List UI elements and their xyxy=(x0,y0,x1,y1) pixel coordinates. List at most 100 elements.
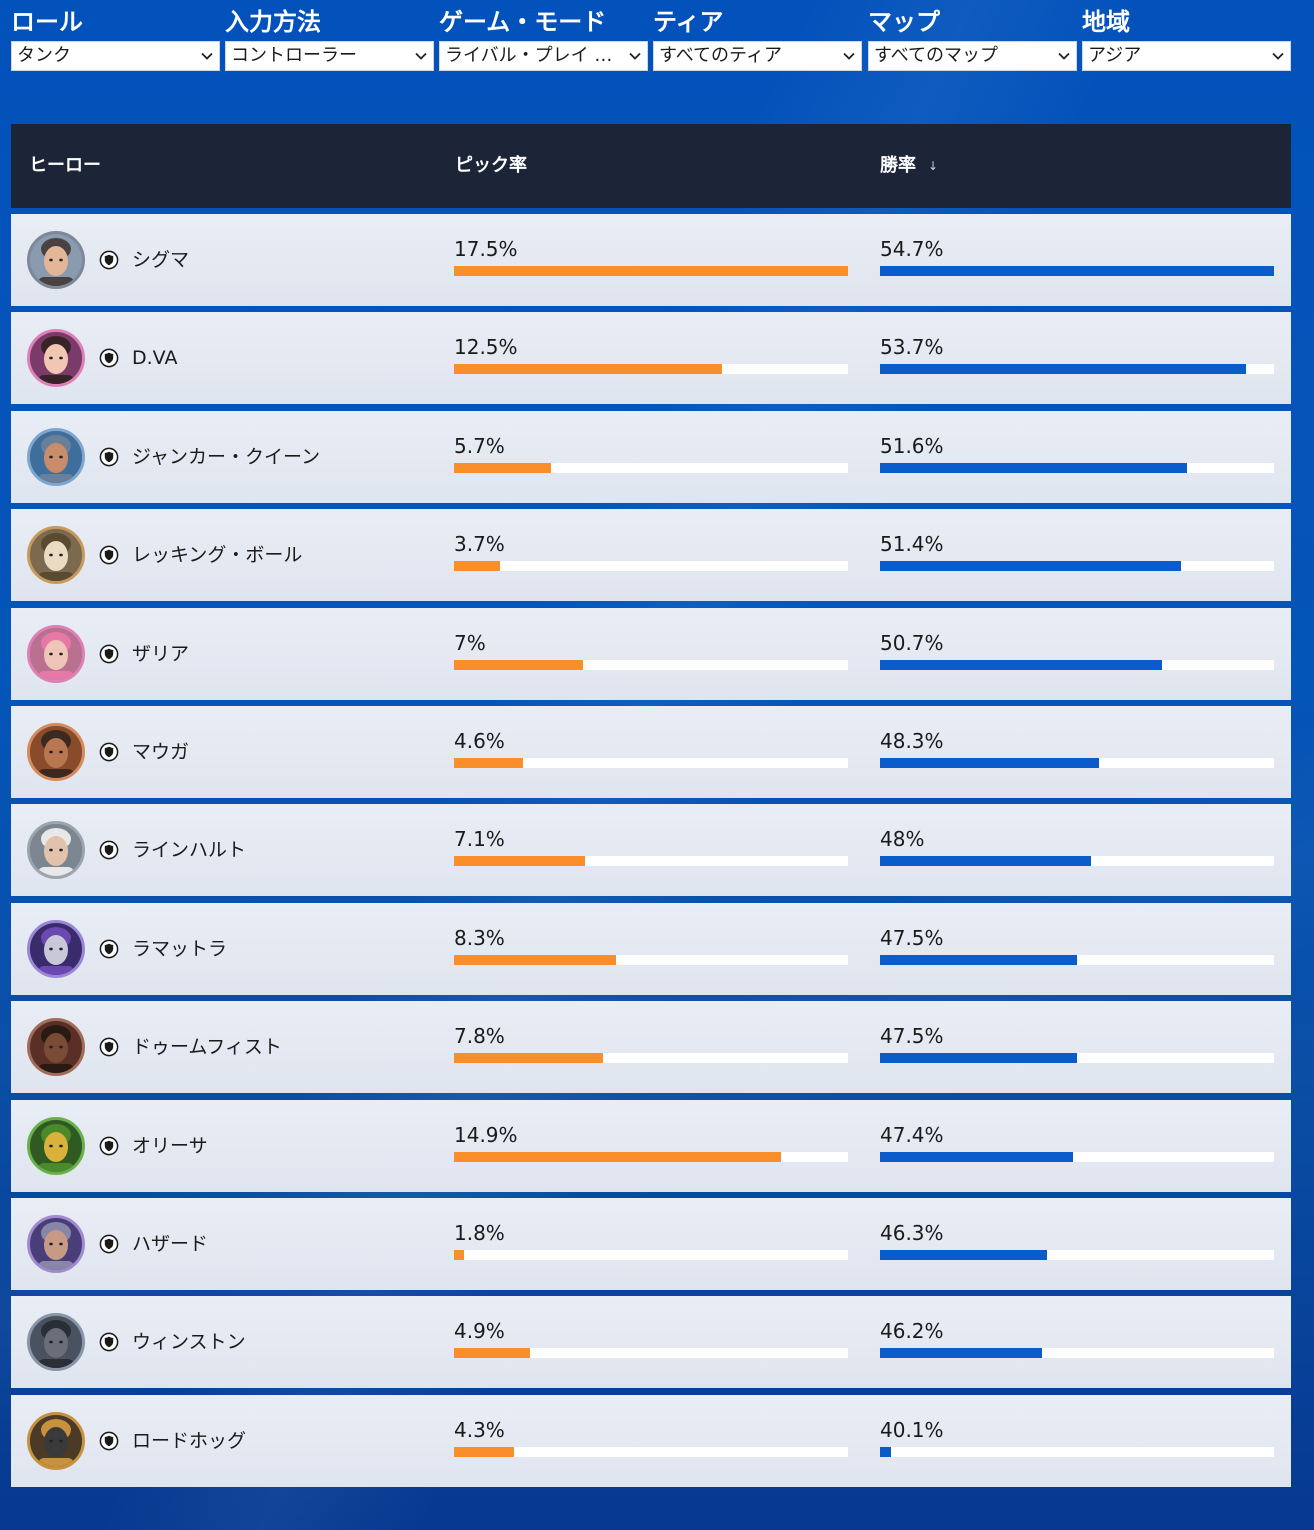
input-method-select[interactable]: コントローラー xyxy=(225,41,434,71)
win-rate-value: 46.3% xyxy=(880,1221,944,1245)
win-rate-bar xyxy=(880,561,1181,571)
table-row[interactable]: D.VA 12.5% 53.7% xyxy=(11,312,1291,404)
hero-portrait-image xyxy=(30,1415,82,1467)
pick-rate-bar-track xyxy=(454,1053,848,1063)
pick-rate-bar-track xyxy=(454,1348,848,1358)
win-rate-value: 51.6% xyxy=(880,434,944,458)
game-mode-select[interactable]: ライバル・プレイ … xyxy=(439,41,648,71)
win-rate-cell: 53.7% xyxy=(880,334,1274,374)
pick-rate-bar xyxy=(454,561,500,571)
hero-name: シグマ xyxy=(132,249,190,271)
pick-rate-cell: 1.8% xyxy=(454,1220,848,1260)
table-header: ヒーロー ピック率 勝率 ↓ xyxy=(11,124,1291,208)
table-row[interactable]: オリーサ 14.9% 47.4% xyxy=(11,1100,1291,1192)
win-rate-bar xyxy=(880,463,1187,473)
pick-rate-bar-track xyxy=(454,660,848,670)
pick-rate-value: 5.7% xyxy=(454,434,505,458)
sort-descending-icon: ↓ xyxy=(928,159,939,173)
win-rate-cell: 40.1% xyxy=(880,1417,1274,1457)
pick-rate-bar xyxy=(454,1250,464,1260)
role-select[interactable]: タンク xyxy=(11,41,220,71)
table-row[interactable]: ハザード 1.8% 46.3% xyxy=(11,1198,1291,1290)
table-row[interactable]: レッキング・ボール 3.7% 51.4% xyxy=(11,509,1291,601)
input-method-select-value: コントローラー xyxy=(231,45,357,66)
hero-portrait-image xyxy=(30,726,82,778)
hero-name: ラマットラ xyxy=(132,938,228,960)
hero-name: ザリア xyxy=(132,643,190,665)
table-row[interactable]: マウガ 4.6% 48.3% xyxy=(11,706,1291,798)
column-header-pick-rate[interactable]: ピック率 xyxy=(455,155,527,176)
pick-rate-bar xyxy=(454,1447,514,1457)
hero-name: マウガ xyxy=(132,741,190,763)
table-row[interactable]: ラマットラ 8.3% 47.5% xyxy=(11,903,1291,995)
pick-rate-cell: 7.1% xyxy=(454,826,848,866)
tank-role-icon xyxy=(99,1332,119,1352)
pick-rate-value: 17.5% xyxy=(454,237,518,261)
win-rate-cell: 48% xyxy=(880,826,1274,866)
pick-rate-value: 1.8% xyxy=(454,1221,505,1245)
filter-input-label: 入力方法 xyxy=(225,8,321,36)
pick-rate-value: 7.8% xyxy=(454,1024,505,1048)
pick-rate-value: 3.7% xyxy=(454,532,505,556)
win-rate-cell: 46.3% xyxy=(880,1220,1274,1260)
table-row[interactable]: ラインハルト 7.1% 48% xyxy=(11,804,1291,896)
win-rate-bar-track xyxy=(880,1152,1274,1162)
hero-name: ドゥームフィスト xyxy=(132,1036,282,1058)
tank-role-icon xyxy=(99,1136,119,1156)
tank-role-icon xyxy=(99,1431,119,1451)
column-header-hero[interactable]: ヒーロー xyxy=(29,155,101,176)
table-row[interactable]: ロードホッグ 4.3% 40.1% xyxy=(11,1395,1291,1487)
win-rate-bar xyxy=(880,1348,1042,1358)
pick-rate-bar-track xyxy=(454,856,848,866)
pick-rate-bar-track xyxy=(454,463,848,473)
column-header-win-rate[interactable]: 勝率 ↓ xyxy=(880,124,938,208)
win-rate-bar-track xyxy=(880,463,1274,473)
hero-portrait-image xyxy=(30,1021,82,1073)
table-row[interactable]: シグマ 17.5% 54.7% xyxy=(11,214,1291,306)
table-row[interactable]: ジャンカー・クイーン 5.7% 51.6% xyxy=(11,411,1291,503)
map-select-value: すべてのマップ xyxy=(874,45,999,66)
win-rate-bar xyxy=(880,1053,1077,1063)
win-rate-cell: 54.7% xyxy=(880,236,1274,276)
pick-rate-cell: 12.5% xyxy=(454,334,848,374)
table-row[interactable]: ドゥームフィスト 7.8% 47.5% xyxy=(11,1001,1291,1093)
pick-rate-value: 4.9% xyxy=(454,1319,505,1343)
win-rate-cell: 47.4% xyxy=(880,1122,1274,1162)
pick-rate-cell: 14.9% xyxy=(454,1122,848,1162)
pick-rate-cell: 4.3% xyxy=(454,1417,848,1457)
win-rate-value: 47.5% xyxy=(880,1024,944,1048)
table-row[interactable]: ザリア 7% 50.7% xyxy=(11,608,1291,700)
filter-game-mode-label: ゲーム・モード xyxy=(439,8,607,36)
win-rate-bar xyxy=(880,364,1246,374)
table-row[interactable]: ウィンストン 4.9% 46.2% xyxy=(11,1296,1291,1388)
win-rate-bar xyxy=(880,660,1162,670)
win-rate-value: 53.7% xyxy=(880,335,944,359)
hero-portrait xyxy=(27,526,85,584)
win-rate-bar xyxy=(880,1250,1047,1260)
hero-portrait xyxy=(27,1018,85,1076)
tank-role-icon xyxy=(99,447,119,467)
hero-portrait xyxy=(27,1313,85,1371)
pick-rate-value: 12.5% xyxy=(454,335,518,359)
win-rate-cell: 48.3% xyxy=(880,728,1274,768)
chevron-down-icon xyxy=(1058,52,1070,60)
hero-name: ウィンストン xyxy=(132,1331,246,1353)
win-rate-bar xyxy=(880,266,1274,276)
tank-role-icon xyxy=(99,742,119,762)
win-rate-value: 40.1% xyxy=(880,1418,944,1442)
hero-name: オリーサ xyxy=(132,1135,208,1157)
pick-rate-value: 4.6% xyxy=(454,729,505,753)
win-rate-bar-track xyxy=(880,660,1274,670)
pick-rate-value: 14.9% xyxy=(454,1123,518,1147)
tank-role-icon xyxy=(99,545,119,565)
pick-rate-bar xyxy=(454,955,616,965)
chevron-down-icon xyxy=(201,52,213,60)
map-select[interactable]: すべてのマップ xyxy=(868,41,1077,71)
tank-role-icon xyxy=(99,348,119,368)
pick-rate-bar xyxy=(454,856,585,866)
hero-name: ロードホッグ xyxy=(132,1430,247,1452)
pick-rate-value: 4.3% xyxy=(454,1418,505,1442)
region-select[interactable]: アジア xyxy=(1082,41,1291,71)
win-rate-value: 50.7% xyxy=(880,631,944,655)
tier-select[interactable]: すべてのティア xyxy=(653,41,862,71)
